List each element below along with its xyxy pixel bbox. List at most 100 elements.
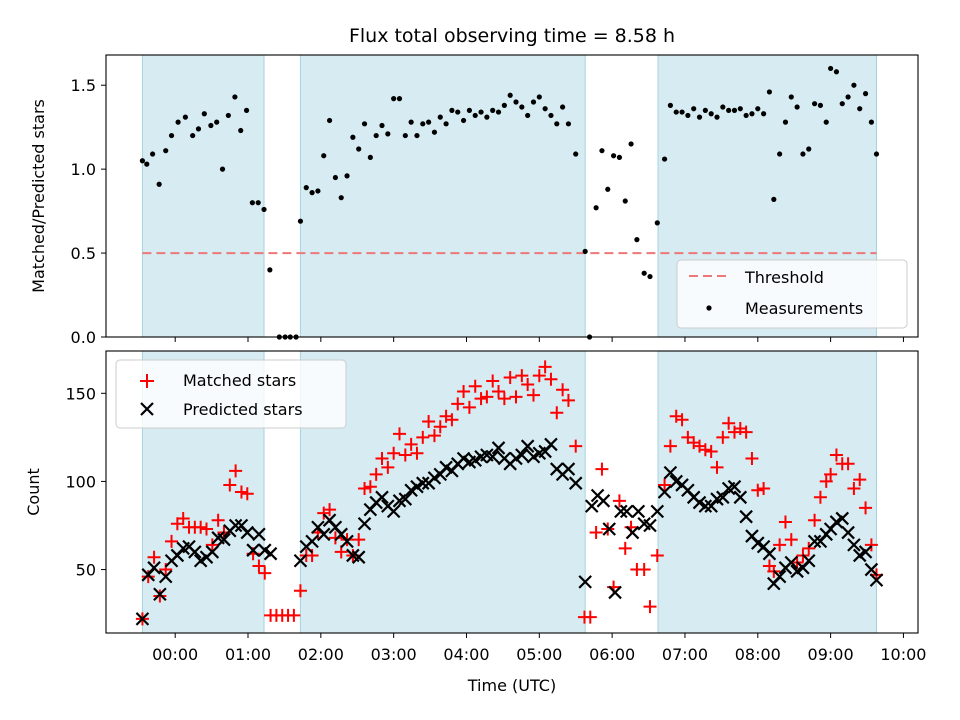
matched-star-point	[813, 490, 827, 504]
measurement-point	[219, 166, 226, 172]
bottom-y-tick-label: 100	[65, 472, 96, 491]
measurement-point	[338, 195, 344, 201]
measurements-series	[139, 65, 880, 340]
measurement-point	[761, 111, 767, 117]
measurement-point	[443, 121, 449, 127]
measurement-point	[622, 198, 628, 204]
measurement-point	[495, 109, 502, 115]
measurement-point	[168, 132, 175, 139]
top-panel: 0.0 0.5 1.0 1.5 Matched/Predicted stars Thr…	[29, 54, 919, 347]
top-y-tick-label: 0.0	[71, 328, 96, 347]
predicted-star-point	[869, 573, 884, 587]
measurement-point	[857, 106, 863, 112]
predicted-star-point	[147, 561, 161, 575]
matched-star-point	[468, 379, 482, 393]
predicted-star-point	[835, 511, 850, 526]
measurement-point	[309, 190, 315, 196]
measurement-point	[641, 270, 647, 276]
predicted-star-point	[739, 509, 753, 524]
measurement-point	[628, 141, 634, 147]
measurement-point	[828, 65, 834, 72]
matched-star-point	[802, 541, 816, 555]
predicted-star-point	[663, 465, 678, 480]
matched-star-point	[352, 533, 366, 547]
measurement-point	[396, 96, 403, 102]
predicted-star-point	[491, 441, 506, 455]
bottom-axis-ticks: 00:00 01:00 02:00 03:00 04:00 05:00 06:00 07:00…	[65, 384, 926, 664]
measurement-point	[749, 111, 755, 117]
legend-threshold-label: Threshold	[744, 268, 824, 287]
bottom-y-tick-label: 150	[65, 384, 96, 403]
matched-star-point	[234, 485, 248, 499]
measurement-point	[647, 273, 653, 280]
matched-star-point	[658, 478, 672, 492]
measurement-point	[720, 104, 726, 110]
matched-star-point	[569, 439, 583, 453]
measurement-point	[530, 99, 537, 105]
matched-star-point	[474, 392, 488, 406]
matched-star-point	[739, 425, 753, 439]
measurement-point	[449, 107, 455, 113]
predicted-star-point	[772, 569, 787, 584]
x-axis-label: Time (UTC)	[467, 676, 556, 695]
matched-star-point	[445, 413, 459, 427]
predicted-star-point	[252, 527, 266, 542]
matched-star-point	[637, 563, 651, 577]
measurement-point	[667, 102, 673, 108]
predicted-star-point	[608, 585, 622, 600]
matched-star-point	[503, 370, 517, 384]
measurement-point	[225, 112, 231, 119]
matched-star-point	[328, 531, 342, 545]
bottom-legend: Matched stars Predicted stars	[115, 359, 347, 429]
matched-star-point	[509, 390, 523, 404]
matched-star-point	[595, 462, 609, 476]
matched-star-point	[824, 467, 838, 481]
measurement-point	[817, 102, 824, 108]
predicted-star-point	[188, 545, 202, 559]
matched-star-point	[757, 481, 771, 495]
top-observing-interval-1	[299, 54, 586, 338]
measurement-point	[599, 148, 605, 154]
predicted-star-point	[864, 562, 879, 577]
measurement-point	[385, 131, 391, 137]
matched-star-point	[643, 600, 657, 614]
measurement-point	[243, 107, 250, 113]
measurement-point	[420, 121, 426, 127]
measurement-point	[661, 156, 668, 162]
measurement-point	[507, 92, 513, 98]
matched-star-point	[675, 413, 689, 427]
measurement-point	[873, 151, 880, 157]
measurement-point	[782, 119, 789, 125]
measurement-point	[560, 104, 566, 110]
x-tick-label: 02:00	[298, 645, 344, 664]
measurement-point	[593, 205, 599, 211]
measurement-point	[777, 151, 783, 157]
matched-star-point	[829, 448, 843, 462]
measurement-point	[460, 117, 467, 124]
top-observing-interval-0	[141, 54, 265, 338]
measurement-point	[379, 122, 385, 129]
predicted-star-point	[340, 534, 354, 549]
predicted-star-point	[205, 545, 220, 559]
matched-star-point	[515, 369, 529, 383]
legend-matched-label: Matched stars	[183, 371, 296, 390]
predicted-star-point	[727, 479, 742, 494]
measurement-point	[573, 151, 579, 157]
matched-stars-series	[135, 360, 883, 626]
matched-star-point	[398, 448, 412, 462]
measurement-point	[201, 111, 207, 117]
matched-star-point	[205, 538, 219, 552]
matched-star-point	[258, 566, 272, 580]
measurement-point	[554, 121, 560, 127]
matched-star-point	[457, 385, 471, 399]
measurement-point	[408, 119, 414, 125]
measurement-point	[654, 220, 660, 226]
predicted-star-point	[578, 575, 592, 589]
predicted-star-point	[631, 504, 646, 519]
legend-measurements-label: Measurements	[745, 299, 863, 318]
measurement-point	[708, 111, 714, 117]
predicted-star-point	[416, 476, 430, 490]
predicted-star-point	[375, 490, 389, 505]
matched-star-point	[153, 589, 167, 603]
x-tick-label: 07:00	[662, 645, 708, 664]
